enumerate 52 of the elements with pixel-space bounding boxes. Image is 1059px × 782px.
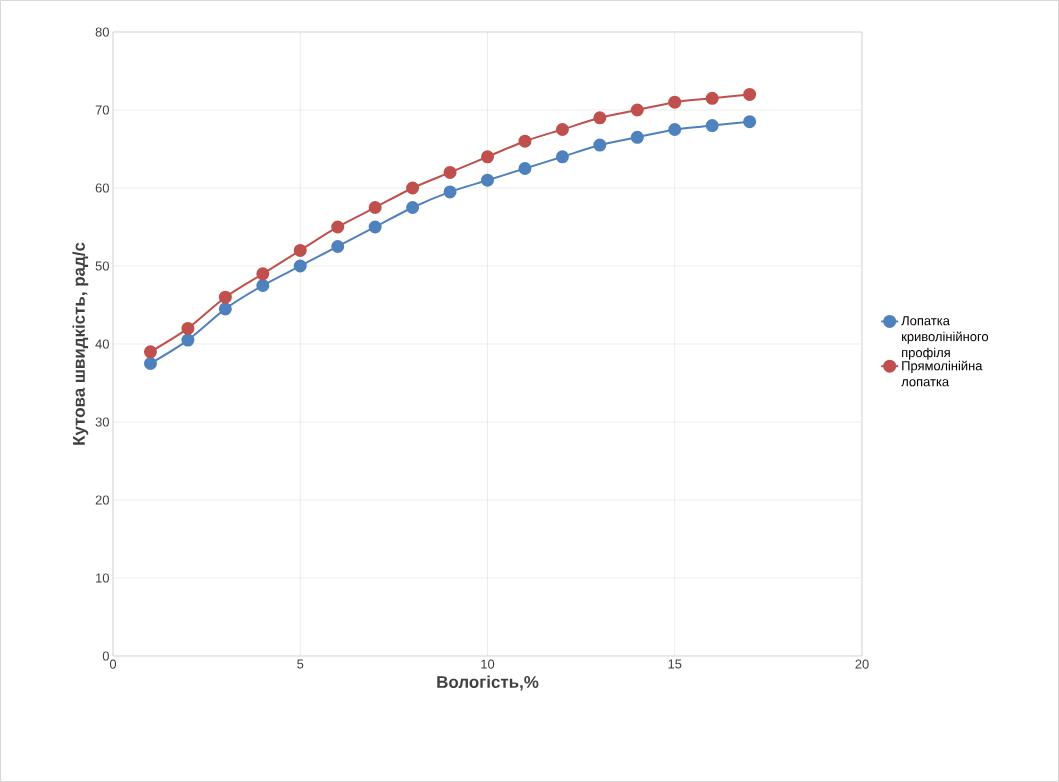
point bbox=[593, 138, 607, 152]
point bbox=[668, 95, 682, 109]
y-tick-label: 10 bbox=[96, 573, 109, 583]
point bbox=[593, 111, 607, 125]
point bbox=[256, 278, 270, 292]
y-tick-label: 30 bbox=[95, 417, 109, 427]
point bbox=[668, 122, 682, 136]
point bbox=[293, 243, 307, 257]
x-tick-label: 0 bbox=[109, 659, 117, 669]
point bbox=[368, 200, 382, 214]
point bbox=[705, 91, 719, 105]
point bbox=[331, 239, 345, 253]
x-tick-label: 10 bbox=[481, 659, 495, 669]
point bbox=[481, 173, 495, 187]
point bbox=[555, 122, 569, 136]
y-axis-title: Кутова швидкість, рад/с bbox=[72, 242, 89, 445]
point bbox=[743, 87, 757, 101]
y-tick-label: 40 bbox=[95, 339, 109, 349]
point bbox=[443, 165, 457, 179]
point bbox=[518, 161, 532, 175]
legend-label: Лопатка криволінійного профіля bbox=[901, 316, 989, 360]
x-tick-label: 5 bbox=[297, 659, 304, 669]
point bbox=[406, 200, 420, 214]
point bbox=[218, 302, 232, 316]
y-tick-label: 20 bbox=[95, 495, 109, 505]
x-tick-label: 15 bbox=[668, 659, 682, 669]
point bbox=[368, 220, 382, 234]
point bbox=[218, 290, 232, 304]
point bbox=[443, 185, 457, 199]
point bbox=[630, 130, 644, 144]
point bbox=[743, 115, 757, 129]
point bbox=[331, 220, 345, 234]
y-tick-label: 0 bbox=[102, 651, 109, 661]
point bbox=[181, 321, 195, 335]
point bbox=[256, 267, 270, 281]
point bbox=[518, 134, 532, 148]
x-tick-label: 20 bbox=[855, 659, 869, 669]
point bbox=[555, 150, 569, 164]
point bbox=[293, 259, 307, 273]
y-tick-label: 70 bbox=[95, 105, 109, 115]
y-tick-label: 80 bbox=[95, 27, 109, 37]
point bbox=[143, 356, 157, 370]
legend-label: Прямолінійна лопатка bbox=[901, 360, 983, 387]
point bbox=[630, 103, 644, 117]
y-tick-label: 50 bbox=[95, 261, 109, 271]
y-tick-label: 60 bbox=[95, 183, 109, 193]
point bbox=[406, 181, 420, 195]
point bbox=[181, 333, 195, 347]
point bbox=[143, 345, 157, 359]
x-axis-title: Вологість,% bbox=[437, 675, 539, 691]
point bbox=[705, 119, 719, 133]
point bbox=[481, 150, 495, 164]
